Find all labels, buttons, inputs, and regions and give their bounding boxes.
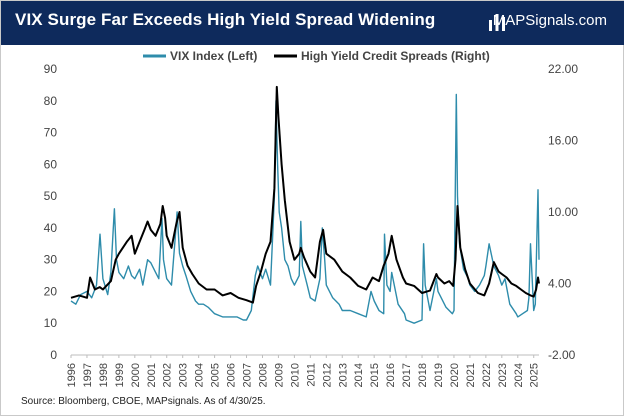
x-tick-label: 2008 [257,363,269,387]
x-tick-label: 2017 [401,363,413,387]
chart-plot: 0 10 20 30 40 50 60 70 80 90 -2.00 4.00 10.00 16.00 22… [44,49,579,387]
x-tick-label: 1999 [114,363,126,387]
x-tick-label: 2025 [529,363,541,387]
y-right-tick-label: 10.00 [548,205,578,219]
x-tick-label: 2005 [210,363,222,387]
y-left-tick-label: 30 [44,253,58,267]
title-bar: VIX Surge Far Exceeds High Yield Spread … [1,1,624,45]
x-tick-label: 2018 [417,363,429,387]
x-tick-label: 2016 [385,363,397,387]
hy-spread-series-line [70,85,540,304]
mapsignals-logo-icon [489,14,505,31]
x-tick-label: 2012 [321,363,333,387]
x-tick-label: 2007 [242,363,254,387]
x-tick-label: 2022 [481,363,493,387]
x-tick-label: 1998 [98,363,110,387]
x-tick-label: 1997 [82,363,94,387]
x-tick-label: 2023 [497,363,509,387]
brand-name: MAPSignals.com [492,12,607,29]
y-left-tick-label: 10 [44,316,58,330]
x-tick-label: 2004 [194,363,206,387]
y-left-tick-label: 0 [50,348,57,362]
source-note: Source: Bloomberg, CBOE, MAPsignals. As … [21,396,266,407]
x-tick-label: 2020 [449,363,461,387]
y-left-tick-label: 50 [44,189,58,203]
legend-label-vix: VIX Index (Left) [170,49,257,63]
x-tick-label: 2006 [226,363,238,387]
y-left-tick-label: 90 [44,62,58,76]
chart-title: VIX Surge Far Exceeds High Yield Spread … [15,10,436,29]
x-tick-label: 2000 [130,363,142,387]
y-left-tick-label: 80 [44,94,58,108]
x-tick-label: 2019 [433,363,445,387]
y-left-tick-label: 70 [44,126,58,140]
x-tick-label: 2009 [273,363,285,387]
x-tick-label: 2015 [369,363,381,387]
y-right-tick-label: -2.00 [548,348,576,362]
x-tick-label: 2013 [337,363,349,387]
x-tick-label: 2003 [178,363,190,387]
x-tick-label: 2014 [353,363,365,387]
y-left-tick-label: 40 [44,221,58,235]
y-right-tick-label: 22.00 [548,62,578,76]
x-tick-label: 2001 [146,363,158,387]
y-right-tick-label: 4.00 [548,277,572,291]
vix-series-line [70,93,540,324]
legend-label-hy: High Yield Credit Spreads (Right) [301,49,490,63]
y-left-tick-label: 60 [44,157,58,171]
x-tick-label: 2024 [513,363,525,387]
y-left-tick-label: 20 [44,284,58,298]
x-tick-label: 2010 [289,363,301,387]
x-tick-label: 2011 [305,363,317,387]
y-right-tick-label: 16.00 [548,134,578,148]
x-tick-label: 2002 [162,363,174,387]
x-tick-label: 1996 [66,363,78,387]
x-tick-label: 2021 [465,363,477,387]
